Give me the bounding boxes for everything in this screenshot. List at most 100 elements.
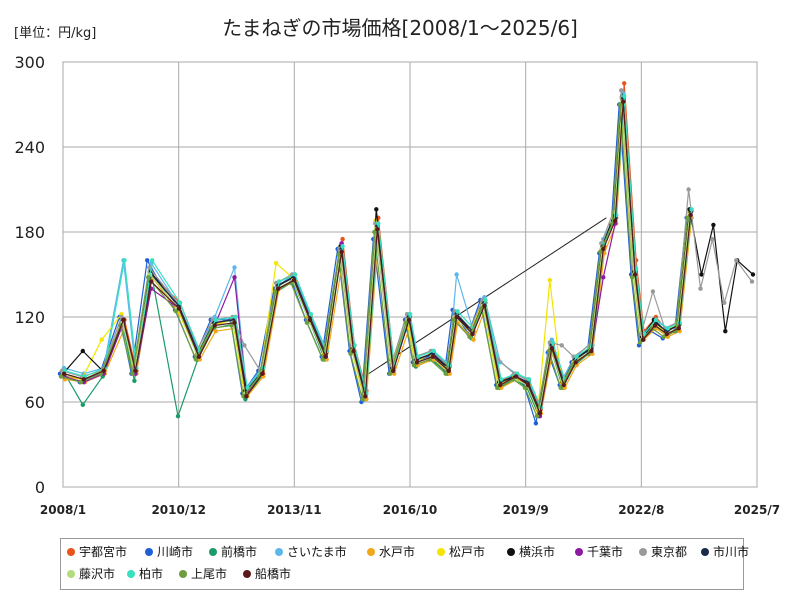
data-point [652,323,658,328]
x-tick-label: 2025/7 [734,503,780,517]
data-point [145,258,150,263]
data-point [213,317,218,322]
data-point [150,258,155,263]
chart-title: たまねぎの市場価格[2008/1～2025/6] [222,16,578,40]
legend: 宇都宮市 川崎市 前橋市 さいたま市 水戸市 松戸市 横浜市 千葉市 東京都 市川市 藤沢市 柏市 上… [60,538,749,590]
data-point [470,331,475,337]
series-東京都 [59,88,755,410]
data-point [291,278,297,283]
data-point [558,385,563,390]
data-point [242,343,247,348]
data-point [58,374,64,379]
y-tick-label: 300 [14,53,45,72]
data-point [339,249,344,254]
data-point [348,351,353,356]
data-point [598,249,603,254]
data-point [537,411,543,416]
legend-swatch [275,547,283,556]
data-point [320,357,325,362]
legend-swatch [639,547,647,556]
x-tick-label: 2019/9 [503,503,549,517]
data-point [304,320,310,325]
legend-item: 船橋市 [243,565,291,582]
data-point [132,378,137,383]
data-point [629,275,635,280]
data-point [653,317,659,322]
data-point [232,320,237,325]
data-point [618,102,623,107]
data-point [546,348,551,354]
legend-row: 宇都宮市 川崎市 前橋市 さいたま市 水戸市 松戸市 横浜市 千葉市 東京都 市川市 [61,543,749,563]
data-point [99,337,104,342]
y-tick-label: 180 [14,223,45,242]
x-tick-label: 2016/10 [383,503,437,517]
legend-label: 船橋市 [255,567,292,581]
data-point [547,278,552,283]
data-point [686,187,691,192]
legend-swatch [127,569,135,578]
data-point [685,215,690,220]
legend-swatch [67,547,75,556]
data-point [229,323,234,328]
data-point [307,317,313,322]
data-point [61,371,67,376]
data-point [149,279,154,284]
data-point [483,297,488,303]
legend-item: 千葉市 [575,543,623,560]
legend-item: 松戸市 [437,543,485,560]
data-point [196,354,201,359]
data-point [622,81,627,86]
legend-item: 上尾市 [179,565,227,582]
x-tick-label: 2010/12 [151,503,205,517]
data-point [601,275,606,280]
series-横浜市 [60,93,756,413]
data-point [613,218,618,223]
data-point [699,272,704,277]
data-point [360,397,365,402]
series-line [61,89,753,409]
data-point [513,374,519,379]
data-point [750,272,756,277]
data-point [292,272,298,277]
legend-swatch [145,547,153,556]
legend-swatch [507,547,515,556]
axis-layer: 0 60 120 180 240 300 2008/1 2010/12 2013/11 2016/… [14,53,780,517]
data-point [101,368,106,373]
data-point [525,382,531,388]
legend-row: 藤沢市 柏市 上尾市 船橋市 [61,565,743,585]
data-point [431,348,436,354]
data-point [133,368,138,373]
data-point [177,300,183,305]
data-point [526,377,532,382]
data-point [637,340,643,345]
data-point [589,348,594,354]
legend-label: 水戸市 [379,545,416,559]
legend-item: 水戸市 [367,543,415,560]
data-point [446,368,451,373]
data-point [275,286,281,291]
data-point [749,279,755,284]
data-point [232,275,237,280]
data-point [130,371,135,376]
data-point [471,337,476,342]
data-point [467,334,472,339]
legend-label: 宇都宮市 [79,545,128,559]
legend-label: 川崎市 [157,545,194,559]
y-tick-label: 240 [14,138,45,157]
legend-label: 柏市 [139,567,164,581]
data-point [498,382,503,388]
data-point [664,331,669,337]
legend-item: 藤沢市 [67,565,115,582]
legend-label: さいたま市 [287,545,347,559]
data-point [561,382,566,388]
data-point [374,207,379,212]
data-point [411,363,417,368]
legend-swatch [575,547,583,556]
data-point [173,309,179,314]
legend-swatch [243,569,251,578]
data-point [711,222,716,228]
data-point [403,320,409,325]
data-point [522,385,528,390]
data-point [650,289,656,294]
data-point [573,360,578,365]
